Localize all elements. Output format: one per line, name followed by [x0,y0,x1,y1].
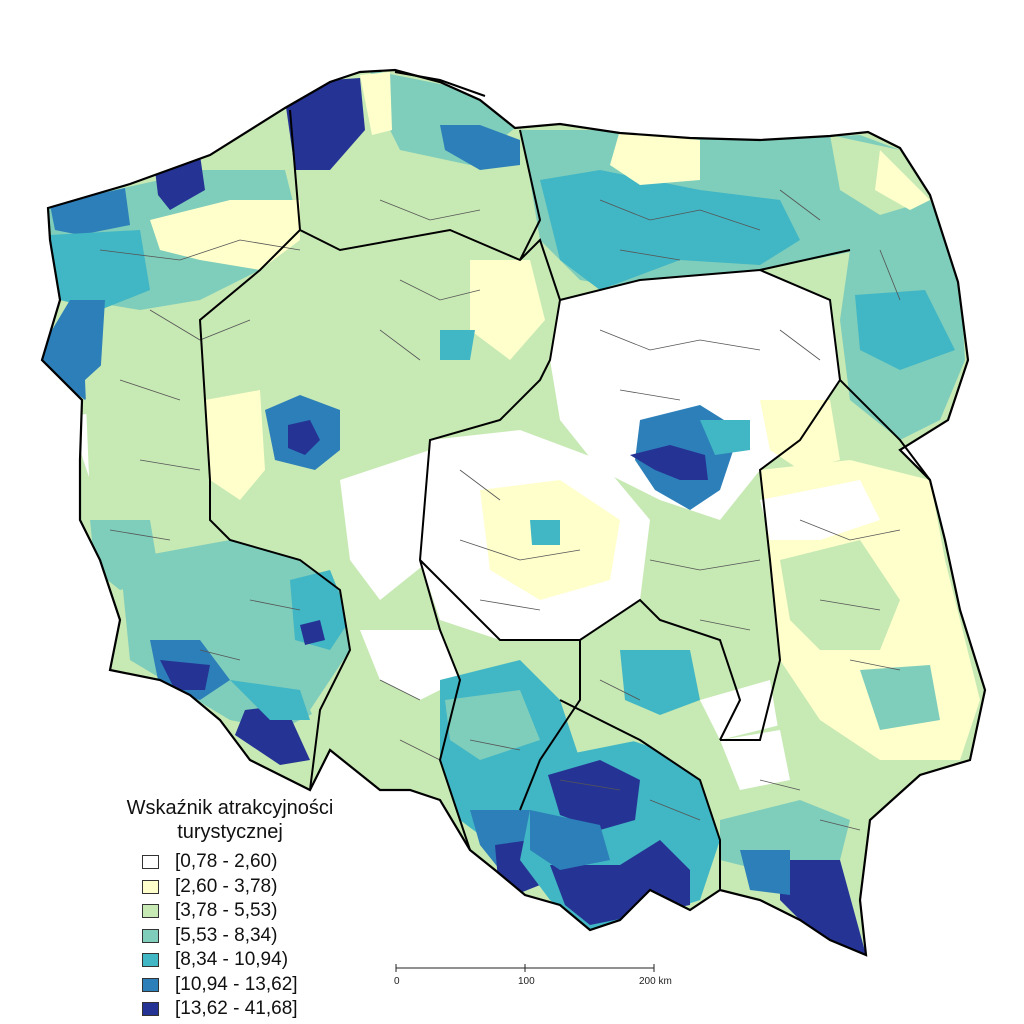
region-mazowsze-white [550,270,840,520]
region-slaskie-teal [445,690,540,760]
region-hel [440,125,520,170]
region-bieszczady [780,860,866,955]
scale-bar: 0 100 200 km [394,964,672,987]
region-warmia-yellow [610,130,700,185]
region-poznan-core [288,420,320,455]
legend-title: Wskaźnik atrakcyjności turystycznej [100,796,360,844]
legend-item: [5,53 - 8,34) [142,924,360,949]
legend-swatch [142,953,159,968]
region-krosno [740,850,790,895]
region-mazowsze-yellow [760,400,840,470]
region-kujawy-yellow [470,260,545,360]
region-lubelskie-teal [860,665,940,730]
legend-swatch [142,928,159,943]
legend-label: [5,53 - 8,34) [175,924,278,946]
region-ustka [360,72,392,135]
legend-swatch [142,1002,159,1017]
region-podlaskie-yellow [875,150,930,210]
region-lodz-city [530,520,560,545]
legend-item: [13,62 - 41,68] [142,997,360,1022]
region-krakow [548,760,640,830]
region-warsaw-core [630,445,708,480]
region-malopolska-blue [530,810,610,870]
legend-swatch [142,904,159,919]
legend-swatch [142,879,159,894]
region-lubelskie-green [780,540,900,650]
region-wlkp-yellow [205,390,265,500]
voivodeship-border-lines [198,109,931,890]
legend-item: [10,94 - 13,62] [142,973,360,998]
legend-label: [3,78 - 5,53) [175,900,278,922]
scale-label-100: 100 [518,976,535,987]
region-kielce [620,650,700,715]
map-legend: Wskaźnik atrakcyjności turystycznej [0,7… [100,796,360,1022]
region-swinoujscie [50,188,130,235]
region-warsaw-ring [700,420,750,455]
legend-item: [0,78 - 2,60) [142,850,360,875]
legend-label: [2,60 - 3,78) [175,875,278,897]
legend-item: [8,34 - 10,94) [142,948,360,973]
legend-title-line2: turystycznej [177,821,283,843]
voivodeship-borders [198,109,931,890]
region-lubuskie [85,330,210,560]
region-podkarp-white [720,730,790,790]
legend-swatch [142,855,159,870]
legend-item: [3,78 - 5,53) [142,899,360,924]
region-szczecin-w [50,230,150,310]
legend-swatch [142,977,159,992]
legend-label: [10,94 - 13,62] [175,973,298,995]
scale-label-200: 200 km [639,976,672,987]
region-sudety-cyan [230,680,310,720]
region-torun [440,330,475,360]
legend-label: [0,78 - 2,60) [175,851,278,873]
legend-item: [2,60 - 3,78) [142,875,360,900]
hel-peninsula [394,71,486,97]
legend-label: [13,62 - 41,68] [175,998,298,1020]
region-wroclaw-core [300,620,325,645]
legend-label: [8,34 - 10,94) [175,949,289,971]
region-lublin-white [760,480,880,540]
scale-label-0: 0 [394,976,400,987]
region-karkonosze [160,660,210,690]
legend-classes: [0,78 - 2,60) [2,60 - 3,78) [3,78 - 5,53)[… [100,850,360,1022]
legend-title-line1: Wskaźnik atrakcyjności [126,797,334,819]
region-leba [285,78,365,170]
country-outline [40,68,987,957]
region-warmia-cyan [540,170,800,290]
region-westpom-yellow [150,200,300,270]
county-border-lines [99,189,901,831]
region-podlaskie-cyan [855,290,955,370]
county-borders [99,189,901,831]
